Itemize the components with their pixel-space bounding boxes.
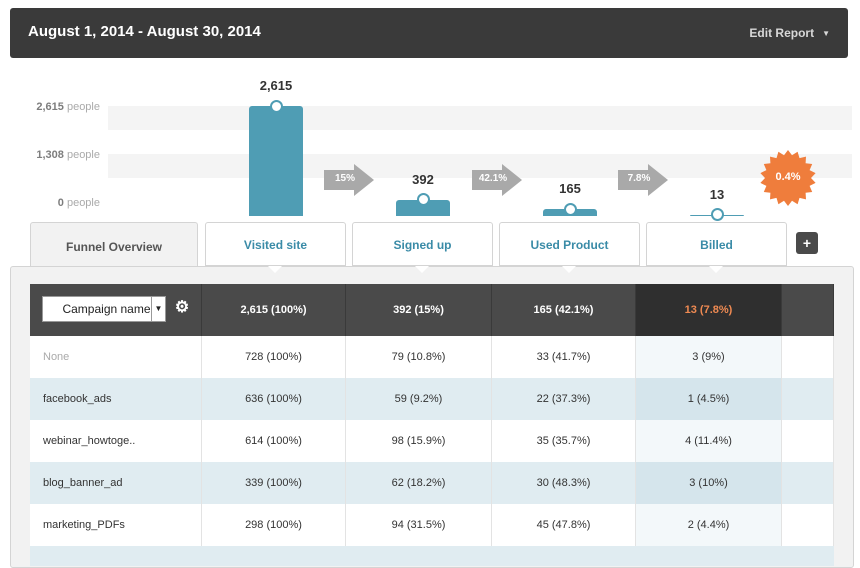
overall-conversion-badge: 0.4% (760, 150, 816, 206)
empty-cell (782, 336, 834, 378)
conversion-rate: 15% (334, 173, 355, 184)
tab-billed[interactable]: Billed (646, 222, 787, 266)
table-row[interactable]: marketing_PDFs 298 (100%) 94 (31.5%) 45 (47… (30, 504, 834, 546)
arrow-shape (472, 164, 522, 196)
tab-pointer (415, 266, 429, 273)
value-cell: 3 (10%) (636, 462, 782, 504)
arrow-shape (618, 164, 668, 196)
column-header: 165 (42.1%) (492, 284, 636, 336)
segment-name-cell: marketing_PDFs (30, 504, 202, 546)
table-row[interactable]: webinar_howtoge.. 614 (100%) 98 (15.9%) 35 … (30, 420, 834, 462)
tab-pointer (268, 266, 282, 273)
empty-cell (782, 378, 834, 420)
table-row[interactable]: facebook_ads 636 (100%) 59 (9.2%) 22 (37.3%… (30, 378, 834, 420)
value-cell: 35 (35.7%) (492, 420, 636, 462)
grid-band (108, 106, 852, 130)
table-row-partial (30, 546, 834, 566)
bar-marker (710, 208, 724, 221)
y-tick-label: 0 people (57, 197, 100, 209)
value-cell: 298 (100%) (202, 504, 346, 546)
value-cell: 614 (100%) (202, 420, 346, 462)
segment-select-value: Campaign name (62, 302, 151, 316)
empty-cell (782, 504, 834, 546)
segment-name-cell: facebook_ads (30, 378, 202, 420)
column-header: 13 (7.8%) (636, 284, 782, 336)
conversion-rate: 7.8% (627, 173, 651, 184)
table-row[interactable]: blog_banner_ad 339 (100%) 62 (18.2%) 30 (48… (30, 462, 834, 504)
bar-value-label: 392 (412, 171, 434, 187)
conversion-arrow: 15% (324, 164, 376, 196)
value-cell: 2 (4.4%) (636, 504, 782, 546)
empty-cell (782, 462, 834, 504)
funnel-chart: 2,615 people 1,308 people 0 people 2,615… (0, 60, 860, 221)
value-cell: 4 (11.4%) (636, 420, 782, 462)
funnel-bar (396, 199, 450, 216)
segment-select[interactable]: Campaign name ▼ (42, 296, 166, 322)
tab-visited-site[interactable]: Visited site (205, 222, 346, 266)
value-cell: 636 (100%) (202, 378, 346, 420)
bar-value-label: 2,615 (259, 78, 293, 93)
segment-name-cell: webinar_howtoge.. (30, 420, 202, 462)
value-cell: 59 (9.2%) (346, 378, 492, 420)
bar-marker (416, 193, 430, 206)
value-cell: 45 (47.8%) (492, 504, 636, 546)
bar-value-label: 165 (559, 181, 581, 197)
overall-conversion-value: 0.4% (775, 171, 801, 183)
column-header-empty (782, 284, 834, 336)
conversion-arrow: 7.8% (618, 164, 670, 196)
funnel-tabs: Funnel Overview Visited site Signed up U… (0, 218, 860, 270)
bar-marker (269, 99, 283, 113)
y-tick-label: 2,615 people (36, 101, 100, 113)
date-range-title: August 1, 2014 - August 30, 2014 (28, 23, 261, 40)
conversion-rate: 42.1% (478, 173, 508, 184)
tab-funnel-overview[interactable]: Funnel Overview (30, 222, 198, 270)
edit-report-button[interactable]: Edit Report ▼ (749, 26, 830, 40)
report-header: August 1, 2014 - August 30, 2014 Edit Re… (10, 8, 848, 58)
tab-signed-up[interactable]: Signed up (352, 222, 493, 266)
column-header: 392 (15%) (346, 284, 492, 336)
value-cell: 98 (15.9%) (346, 420, 492, 462)
empty-cell (782, 420, 834, 462)
value-cell: 339 (100%) (202, 462, 346, 504)
value-cell: 1 (4.5%) (636, 378, 782, 420)
funnel-bar (249, 106, 303, 216)
tab-pointer (709, 266, 723, 273)
value-cell: 728 (100%) (202, 336, 346, 378)
select-arrow-icon: ▼ (151, 297, 165, 321)
value-cell: 30 (48.3%) (492, 462, 636, 504)
arrow-shape (324, 164, 374, 196)
table-header-row: Campaign name ▼ ⚙ 2,615 (100%) 392 (15%) … (30, 284, 834, 336)
chevron-down-icon: ▼ (822, 29, 830, 39)
segment-name-cell: blog_banner_ad (30, 462, 202, 504)
edit-report-label: Edit Report (749, 26, 815, 40)
value-cell: 79 (10.8%) (346, 336, 492, 378)
table-row[interactable]: None 728 (100%) 79 (10.8%) 33 (41.7%) 3 (9%) (30, 336, 834, 378)
value-cell: 3 (9%) (636, 336, 782, 378)
value-cell: 33 (41.7%) (492, 336, 636, 378)
conversion-arrow: 42.1% (472, 164, 524, 196)
segment-column-header: Campaign name ▼ ⚙ (30, 284, 202, 336)
add-step-button[interactable]: + (796, 232, 818, 254)
tab-used-product[interactable]: Used Product (499, 222, 640, 266)
bar-marker (563, 202, 577, 216)
segment-name-cell: None (30, 336, 202, 378)
y-tick-label: 1,308 people (36, 149, 100, 161)
tab-pointer (562, 266, 576, 273)
value-cell: 62 (18.2%) (346, 462, 492, 504)
gear-icon[interactable]: ⚙ (174, 299, 190, 316)
value-cell: 94 (31.5%) (346, 504, 492, 546)
bar-value-label: 13 (709, 186, 725, 202)
value-cell: 22 (37.3%) (492, 378, 636, 420)
starburst-shape (760, 150, 816, 206)
column-header: 2,615 (100%) (202, 284, 346, 336)
